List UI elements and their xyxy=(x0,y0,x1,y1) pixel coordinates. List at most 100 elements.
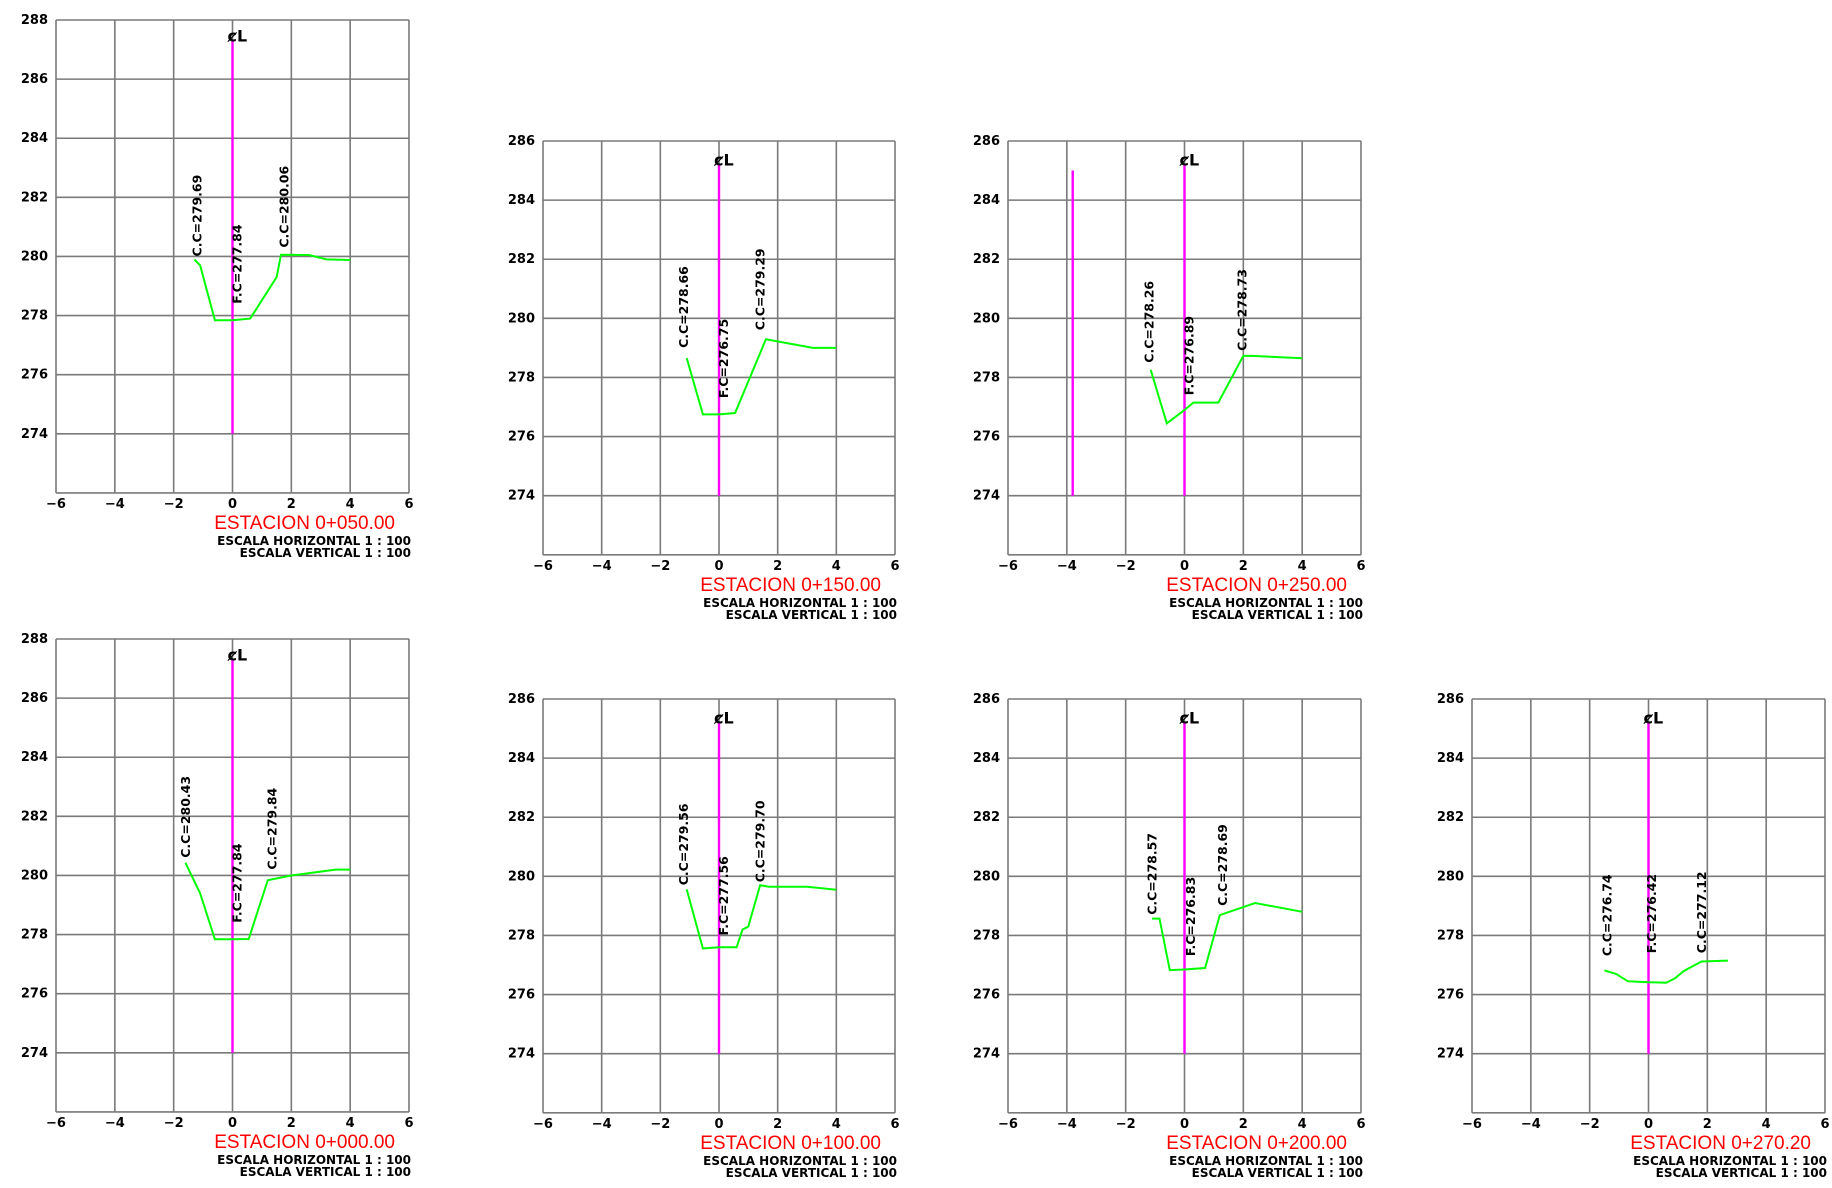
centerline-label: ȼL xyxy=(713,151,734,170)
horizontal-scale-label: ESCALA HORIZONTAL 1 : 100 xyxy=(703,596,897,610)
y-tick-label: 280 xyxy=(508,311,535,326)
centerline-label: ȼL xyxy=(227,646,248,665)
x-tick-label: −2 xyxy=(1116,1117,1136,1132)
ground-profile-line xyxy=(685,338,837,416)
y-tick-label: 278 xyxy=(1437,928,1464,943)
x-tick-label: 2 xyxy=(287,497,296,512)
y-tick-label: 280 xyxy=(973,311,1000,326)
horizontal-scale-label: ESCALA HORIZONTAL 1 : 100 xyxy=(1169,596,1363,610)
elevation-annotation: C.C=279.84 xyxy=(265,787,280,869)
x-tick-label: −4 xyxy=(105,497,125,512)
x-tick-label: −2 xyxy=(650,559,670,574)
x-tick-label: 4 xyxy=(1298,1117,1307,1132)
cross-section-0: 274 276 278 280 282 284 286 288 −6 −4 −2 0 2 4 6 ȼL C.C=… xyxy=(21,13,414,560)
x-tick-label: 6 xyxy=(1356,559,1365,574)
y-tick-label: 282 xyxy=(21,190,48,205)
station-title: ESTACION 0+150.00 xyxy=(700,575,881,596)
x-tick-label: 6 xyxy=(404,497,413,512)
x-tick-label: 6 xyxy=(890,1117,899,1132)
horizontal-scale-label: ESCALA HORIZONTAL 1 : 100 xyxy=(217,534,411,548)
vertical-scale-label: ESCALA VERTICAL 1 : 100 xyxy=(240,546,411,560)
elevation-annotation: C.C=278.26 xyxy=(1142,281,1157,363)
x-tick-label: −4 xyxy=(1521,1117,1541,1132)
horizontal-scale-label: ESCALA HORIZONTAL 1 : 100 xyxy=(1169,1154,1363,1168)
elevation-annotation: C.C=278.69 xyxy=(1215,824,1230,906)
elevation-annotation: F.C=276.75 xyxy=(716,319,731,398)
x-tick-label: −6 xyxy=(533,1117,553,1132)
elevation-annotation: F.C=276.83 xyxy=(1183,877,1198,956)
cross-section-1: 274 276 278 280 282 284 286 −6 −4 −2 0 2 4 6 ȼL C.C=278… xyxy=(508,134,900,622)
x-tick-label: 0 xyxy=(228,1116,237,1131)
y-tick-label: 282 xyxy=(508,810,535,825)
x-tick-label: 4 xyxy=(832,1117,841,1132)
x-tick-label: −6 xyxy=(998,559,1018,574)
elevation-annotation: F.C=277.56 xyxy=(716,856,731,936)
y-tick-label: 276 xyxy=(21,987,48,1002)
x-tick-label: −2 xyxy=(1116,559,1136,574)
y-tick-label: 274 xyxy=(973,1047,1000,1062)
y-tick-label: 278 xyxy=(21,928,48,943)
y-tick-label: 282 xyxy=(973,252,1000,267)
station-title: ESTACION 0+200.00 xyxy=(1166,1133,1347,1154)
cross-section-2: 274 276 278 280 282 284 286 −6 −4 −2 0 2 4 6 ȼL C.C=278… xyxy=(973,134,1366,622)
y-tick-label: 274 xyxy=(508,1047,535,1062)
station-title: ESTACION 0+100.00 xyxy=(700,1133,881,1154)
y-tick-label: 284 xyxy=(1437,751,1464,766)
y-tick-label: 274 xyxy=(508,489,535,504)
vertical-scale-label: ESCALA VERTICAL 1 : 100 xyxy=(240,1165,411,1179)
y-tick-label: 274 xyxy=(21,1046,48,1061)
elevation-annotation: C.C=279.69 xyxy=(190,175,205,257)
y-tick-label: 286 xyxy=(508,134,535,149)
y-tick-label: 284 xyxy=(21,131,48,146)
elevation-annotation: C.C=279.56 xyxy=(676,803,691,885)
cross-section-6: 274 276 278 280 282 284 286 −6 −4 −2 0 2 4 6 ȼL C.C=276… xyxy=(1437,692,1830,1180)
elevation-annotation: C.C=278.73 xyxy=(1234,269,1249,351)
elevation-annotation: F.C=276.42 xyxy=(1644,874,1659,953)
y-tick-label: 278 xyxy=(973,928,1000,943)
elevation-annotation: F.C=277.84 xyxy=(229,843,244,923)
x-tick-label: 2 xyxy=(287,1116,296,1131)
y-tick-label: 284 xyxy=(508,751,535,766)
x-tick-label: 0 xyxy=(1180,1117,1189,1132)
x-tick-label: −6 xyxy=(533,559,553,574)
centerline-label: ȼL xyxy=(713,709,734,728)
y-tick-label: 286 xyxy=(21,691,48,706)
station-title: ESTACION 0+250.00 xyxy=(1166,575,1347,596)
y-tick-label: 278 xyxy=(508,928,535,943)
y-tick-label: 280 xyxy=(973,869,1000,884)
y-tick-label: 276 xyxy=(973,988,1000,1003)
x-tick-label: −2 xyxy=(164,1116,184,1131)
y-tick-label: 280 xyxy=(508,869,535,884)
y-tick-label: 284 xyxy=(21,750,48,765)
y-tick-label: 286 xyxy=(21,72,48,87)
x-tick-label: 2 xyxy=(1239,559,1248,574)
station-title: ESTACION 0+000.00 xyxy=(214,1132,395,1153)
x-tick-label: −6 xyxy=(46,1116,66,1131)
y-tick-label: 284 xyxy=(508,193,535,208)
centerline-label: ȼL xyxy=(1179,151,1200,170)
elevation-annotation: C.C=280.06 xyxy=(276,166,291,248)
y-tick-label: 276 xyxy=(973,430,1000,445)
cross-section-4: 274 276 278 280 282 284 286 −6 −4 −2 0 2 4 6 ȼL C.C=279… xyxy=(508,692,900,1180)
y-tick-label: 282 xyxy=(973,810,1000,825)
y-tick-label: 280 xyxy=(21,868,48,883)
x-tick-label: 4 xyxy=(832,559,841,574)
elevation-annotation: C.C=279.70 xyxy=(752,800,767,882)
x-tick-label: 0 xyxy=(228,497,237,512)
y-tick-label: 278 xyxy=(508,370,535,385)
elevation-annotation: C.C=280.43 xyxy=(178,776,193,858)
y-tick-label: 274 xyxy=(973,489,1000,504)
cross-section-3: 274 276 278 280 282 284 286 288 −6 −4 −2 0 2 4 6 ȼL C.C=… xyxy=(21,632,414,1179)
vertical-scale-label: ESCALA VERTICAL 1 : 100 xyxy=(1192,608,1363,622)
y-tick-label: 280 xyxy=(21,249,48,264)
x-tick-label: −2 xyxy=(164,497,184,512)
y-tick-label: 280 xyxy=(1437,869,1464,884)
x-tick-label: 4 xyxy=(346,1116,355,1131)
y-tick-label: 284 xyxy=(973,751,1000,766)
y-tick-label: 276 xyxy=(1437,988,1464,1003)
centerline-label: ȼL xyxy=(227,27,248,46)
x-tick-label: 6 xyxy=(1356,1117,1365,1132)
centerline-label: ȼL xyxy=(1179,709,1200,728)
x-tick-label: −4 xyxy=(592,1117,612,1132)
